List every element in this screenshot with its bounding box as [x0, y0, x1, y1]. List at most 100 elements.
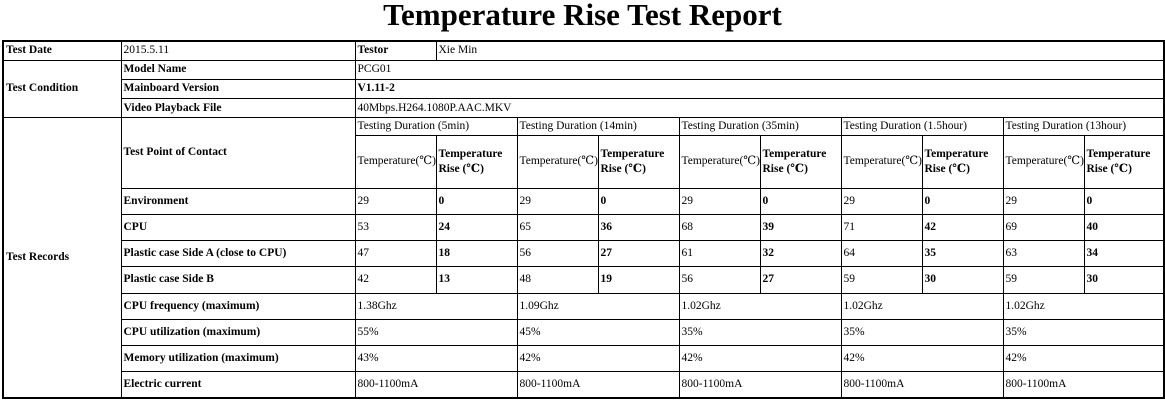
record-row: Plastic case Side A (close to CPU) 47 18 56… [3, 240, 1165, 268]
temperature-rise-value: 0 [597, 187, 680, 215]
temperature-rise-value: 18 [435, 240, 518, 268]
metric-row: CPU frequency (maximum) 1.38Ghz 1.09Ghz 1.0… [3, 292, 1165, 320]
temperature-rise-value: 0 [435, 187, 518, 215]
metric-value: 35% [1002, 318, 1165, 347]
metric-value: 1.09Ghz [516, 292, 680, 320]
duration-header: Testing Duration (5min) [354, 117, 518, 137]
temperature-rise-value: 35 [921, 240, 1004, 268]
metric-row: Electric current 800-1100mA 800-1100mA 800-… [3, 371, 1165, 399]
metric-label: Memory utilization (maximum) [120, 345, 356, 373]
metric-value: 42% [678, 345, 842, 373]
temperature-rise-value: 40 [1083, 213, 1165, 242]
temperature-rise-value: 0 [1083, 187, 1165, 215]
metric-value: 1.02Ghz [678, 292, 842, 320]
temperature-rise-value: 0 [921, 187, 1004, 215]
report-title: Temperature Rise Test Report [383, 0, 782, 32]
testor-value: Xie Min [435, 40, 1165, 61]
condition-value: 40Mbps.H264.1080P.AAC.MKV [354, 97, 1165, 119]
duration-header: Testing Duration (13hour) [1002, 117, 1165, 137]
temperature-rise-header: Temperature Rise (℃) [1083, 135, 1165, 189]
temperature-rise-value: 13 [435, 266, 518, 294]
metric-row: CPU utilization (maximum) 55% 45% 35% 35% 35% [3, 318, 1165, 347]
temperature-rise-value: 39 [759, 213, 842, 242]
temperature-rise-header: Temperature Rise (℃) [597, 135, 680, 189]
temperature-value: 69 [1002, 213, 1085, 242]
temperature-value: 64 [840, 240, 923, 268]
metric-value: 800-1100mA [840, 371, 1004, 399]
temperature-value: 56 [516, 240, 599, 268]
temperature-rise-value: 42 [921, 213, 1004, 242]
metric-value: 42% [516, 345, 680, 373]
temperature-rise-value: 27 [759, 266, 842, 294]
temperature-rise-value: 30 [921, 266, 1004, 294]
temperature-rise-header: Temperature Rise (℃) [921, 135, 1004, 189]
duration-header: Testing Duration (14min) [516, 117, 680, 137]
report-body: Test Date 2015.5.11 Testor Xie Min Test … [2, 40, 1165, 399]
temperature-header: Temperature(℃) [1002, 135, 1085, 189]
metric-value: 45% [516, 318, 680, 347]
condition-label: Video Playback File [120, 97, 356, 119]
temperature-value: 63 [1002, 240, 1085, 268]
temperature-value: 68 [678, 213, 761, 242]
test-point-label: Test Point of Contact [120, 117, 356, 189]
temperature-rise-value: 19 [597, 266, 680, 294]
temperature-header: Temperature(℃) [354, 135, 437, 189]
temperature-value: 42 [354, 266, 437, 294]
record-label: Plastic case Side B [120, 266, 356, 294]
condition-value: V1.11-2 [354, 78, 1165, 99]
duration-header-row: Test Records Test Point of Contact Testi… [2, 117, 1165, 399]
duration-header: Testing Duration (35min) [678, 117, 842, 137]
test-records-label: Test Records [2, 117, 122, 399]
temperature-value: 65 [516, 213, 599, 242]
testor-label: Testor [354, 40, 437, 61]
metric-label: Electric current [120, 371, 356, 399]
temperature-rise-value: 30 [1083, 266, 1165, 294]
test-date-label: Test Date [2, 40, 122, 61]
metric-value: 800-1100mA [354, 371, 518, 399]
temperature-value: 48 [516, 266, 599, 294]
metric-value: 1.02Ghz [840, 292, 1004, 320]
condition-label: Mainboard Version [120, 78, 356, 99]
metric-row: Memory utilization (maximum) 43% 42% 42% 42%… [3, 345, 1165, 373]
metric-value: 35% [840, 318, 1004, 347]
temperature-rise-value: 27 [597, 240, 680, 268]
temperature-header: Temperature(℃) [516, 135, 599, 189]
duration-header: Testing Duration (1.5hour) [840, 117, 1004, 137]
test-date-row: Test Date 2015.5.11 Testor Xie Min [2, 40, 1165, 61]
condition-row: Mainboard Version V1.11-2 [3, 78, 1165, 99]
temperature-value: 61 [678, 240, 761, 268]
metric-label: CPU frequency (maximum) [120, 292, 356, 320]
temperature-value: 47 [354, 240, 437, 268]
test-date-value: 2015.5.11 [120, 40, 356, 61]
temperature-value: 29 [1002, 187, 1085, 215]
temperature-rise-header: Temperature Rise (℃) [435, 135, 518, 189]
temperature-rise-value: 0 [759, 187, 842, 215]
temperature-header: Temperature(℃) [678, 135, 761, 189]
record-label: Environment [120, 187, 356, 215]
metric-value: 42% [840, 345, 1004, 373]
metric-label: CPU utilization (maximum) [120, 318, 356, 347]
condition-row: Test Condition Model Name PCG01 [2, 59, 1165, 119]
metric-value: 55% [354, 318, 518, 347]
temperature-value: 29 [354, 187, 437, 215]
metric-value: 42% [1002, 345, 1165, 373]
temperature-value: 29 [678, 187, 761, 215]
metric-value: 800-1100mA [1002, 371, 1165, 399]
temperature-value: 29 [840, 187, 923, 215]
condition-row: Video Playback File 40Mbps.H264.1080P.AA… [3, 97, 1165, 119]
condition-label: Model Name [120, 59, 356, 80]
temperature-value: 71 [840, 213, 923, 242]
record-row: CPU 53 24 65 36 68 39 71 42 69 40 [3, 213, 1165, 242]
metric-value: 35% [678, 318, 842, 347]
temperature-header: Temperature(℃) [840, 135, 923, 189]
temperature-value: 59 [1002, 266, 1085, 294]
temperature-rise-value: 24 [435, 213, 518, 242]
temperature-value: 56 [678, 266, 761, 294]
temperature-value: 29 [516, 187, 599, 215]
temperature-rise-header: Temperature Rise (℃) [759, 135, 842, 189]
column-header-row: Temperature(℃) Temperature Rise (℃) Temp… [3, 135, 1165, 189]
metric-value: 800-1100mA [516, 371, 680, 399]
record-label: CPU [120, 213, 356, 242]
metric-value: 43% [354, 345, 518, 373]
temperature-rise-value: 36 [597, 213, 680, 242]
